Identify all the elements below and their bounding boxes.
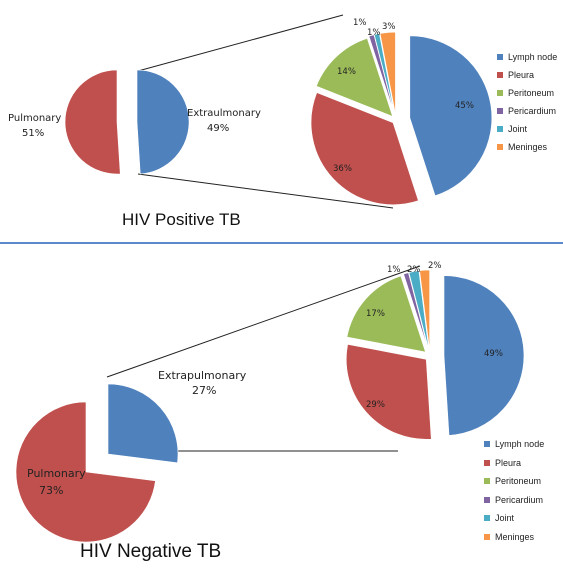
legend-label-peritoneum: Peritoneum (495, 476, 542, 487)
hiv-positive-title: HIV Positive TB (122, 210, 241, 229)
legend-item-meninges: Meninges (484, 528, 544, 547)
legend-item-meninges: Meninges (497, 138, 557, 156)
hiv-negative-chart: Extrapulmonary 27% Pulmonary 73% 49% 29% 17% 1%… (15, 261, 525, 543)
hiv-negative-legend: Lymph node Pleura Peritoneum Pericardium… (484, 435, 544, 546)
main-pie-value-extrapulmonary: 27% (192, 384, 216, 397)
main-pie-value-pulmonary: 51% (22, 128, 44, 139)
legend-swatch-joint (497, 126, 503, 132)
main-pie-slice-pulmonary (15, 401, 156, 543)
breakout-pie-slice-peritoneum (315, 37, 394, 117)
breakout-pie-value-pleura: 36% (333, 164, 352, 174)
main-pie-label-extrapulmonary: Extraulmonary (187, 108, 261, 119)
legend-label-meninges: Meninges (495, 531, 535, 542)
main-pie-label-pulmonary: Pulmonary (8, 113, 61, 124)
breakout-pie-value-pericardium: 1% (387, 265, 401, 275)
legend-item-lymph-node: Lymph node (497, 48, 557, 66)
legend-label-joint: Joint (508, 124, 528, 134)
legend-item-pleura: Pleura (497, 66, 557, 84)
legend-label-pericardium: Pericardium (495, 494, 544, 505)
hiv-positive-chart: Pulmonary 51% Extraulmonary 49% 45% 36% 14% 1%1… (8, 14, 493, 209)
legend-swatch-pleura (484, 459, 490, 466)
breakout-pie-slice-lymph-node (443, 275, 525, 436)
breakout-pie-value-peritoneum: 14% (337, 67, 356, 77)
connector-line-upper (137, 14, 344, 72)
main-pie-value-extrapulmonary: 49% (207, 123, 229, 134)
legend-item-peritoneum: Peritoneum (484, 472, 544, 491)
breakout-pie-value-joint: 1% (367, 28, 381, 38)
legend-swatch-peritoneum (484, 478, 490, 485)
legend-item-pleura: Pleura (484, 454, 544, 473)
breakout-pie-value-meninges: 2% (428, 261, 442, 271)
connector-line-upper (106, 265, 421, 378)
legend-swatch-lymph-node (484, 441, 490, 448)
breakout-pie-slice-pericardium (403, 272, 429, 351)
breakout-pie-slice-pleura (345, 343, 432, 440)
breakout-pie-value-lymph-node: 49% (484, 349, 503, 359)
main-pie-value-pulmonary: 73% (39, 484, 63, 497)
breakout-pie-slice-joint (373, 33, 395, 115)
legend-swatch-meninges (484, 533, 490, 540)
legend-label-pleura: Pleura (508, 70, 535, 80)
main-pie-slice-extrapulmonary (107, 383, 179, 464)
breakout-pie-value-pericardium: 1% (353, 18, 367, 28)
legend-item-pericardium: Pericardium (484, 491, 544, 510)
breakout-pie-slice-meninges (419, 269, 430, 351)
hiv-positive-panel: Pulmonary 51% Extraulmonary 49% 45% 36% 14% 1% 1… (0, 0, 563, 242)
breakout-pie-slice-peritoneum (346, 275, 426, 353)
legend-label-pleura: Pleura (495, 457, 522, 468)
legend-label-joint: Joint (495, 513, 515, 524)
hiv-negative-title: HIV Negative TB (80, 541, 222, 562)
legend-label-peritoneum: Peritoneum (508, 88, 555, 98)
main-pie-slice-pulmonary (64, 69, 121, 175)
legend-label-pericardium: Pericardium (508, 106, 557, 116)
breakout-pie-value-meninges: 3% (382, 22, 396, 32)
breakout-pie-slice-pericardium (368, 34, 395, 115)
panel-divider (0, 242, 563, 244)
legend-swatch-pericardium (484, 496, 490, 503)
legend-swatch-peritoneum (497, 90, 503, 96)
legend-item-lymph-node: Lymph node (484, 435, 544, 454)
legend-label-meninges: Meninges (508, 142, 548, 152)
breakout-pie-slice-pleura (310, 92, 419, 205)
breakout-pie-slice-meninges (379, 31, 396, 115)
breakout-pie-slice-joint (408, 270, 430, 351)
breakout-pie-value-pleura: 29% (366, 400, 385, 410)
legend-label-lymph-node: Lymph node (508, 52, 558, 62)
legend-swatch-lymph-node (497, 54, 503, 60)
breakout-pie-value-peritoneum: 17% (366, 309, 385, 319)
connector-line-lower (137, 173, 394, 209)
breakout-pie-value-joint: 2% (407, 265, 421, 275)
hiv-negative-panel: Extrapulmonary 27% Pulmonary 73% 49% 29% 17% 1%… (0, 244, 563, 571)
legend-swatch-pleura (497, 72, 503, 78)
main-pie-label-extrapulmonary: Extrapulmonary (158, 369, 247, 382)
hiv-positive-legend: Lymph node Pleura Peritoneum Pericardium… (497, 48, 557, 156)
legend-swatch-meninges (497, 144, 503, 150)
breakout-pie-value-lymph-node: 45% (455, 101, 474, 111)
legend-item-joint: Joint (484, 509, 544, 528)
legend-label-lymph-node: Lymph node (495, 439, 545, 450)
legend-swatch-joint (484, 515, 490, 522)
legend-item-joint: Joint (497, 120, 557, 138)
legend-swatch-pericardium (497, 108, 503, 114)
main-pie-label-pulmonary: Pulmonary (27, 467, 86, 480)
breakout-pie-slice-lymph-node (409, 35, 493, 197)
main-pie-slice-extrapulmonary (136, 69, 190, 175)
legend-item-pericardium: Pericardium (497, 102, 557, 120)
legend-item-peritoneum: Peritoneum (497, 84, 557, 102)
